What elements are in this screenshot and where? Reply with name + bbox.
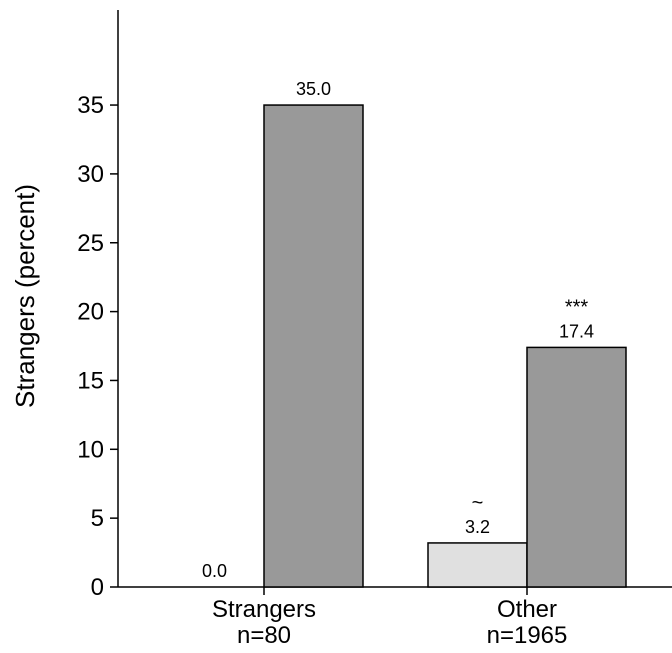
y-tick-label: 15 (77, 367, 104, 394)
y-tick-label: 35 (77, 92, 104, 119)
x-category-label: Strangers (212, 596, 316, 623)
data-label: 17.4 (559, 321, 594, 341)
y-axis: 0 5 10 15 20 25 30 35 (77, 10, 119, 601)
x-category-n-label: n=1965 (487, 622, 568, 649)
x-category-n-label: n=80 (237, 622, 291, 649)
significance-label: ~ (472, 492, 484, 514)
y-tick-label: 10 (77, 436, 104, 463)
y-tick-label: 0 (91, 574, 104, 601)
bar (427, 542, 528, 588)
y-axis-title: Strangers (percent) (10, 184, 40, 408)
y-tick-label: 30 (77, 161, 104, 188)
x-category-label: Other (497, 596, 557, 623)
y-tick-label: 5 (91, 505, 104, 532)
data-labels: 0.0 35.0 3.2 ~17.4 *** (202, 79, 594, 581)
bars (263, 104, 627, 588)
data-label: 35.0 (296, 79, 331, 99)
y-tick-label: 20 (77, 299, 104, 326)
bar (526, 346, 627, 588)
data-label: 0.0 (202, 561, 227, 581)
significance-label: *** (565, 296, 589, 318)
data-label: 3.2 (465, 517, 490, 537)
y-tick-label: 25 (77, 230, 104, 257)
bar (263, 104, 364, 588)
